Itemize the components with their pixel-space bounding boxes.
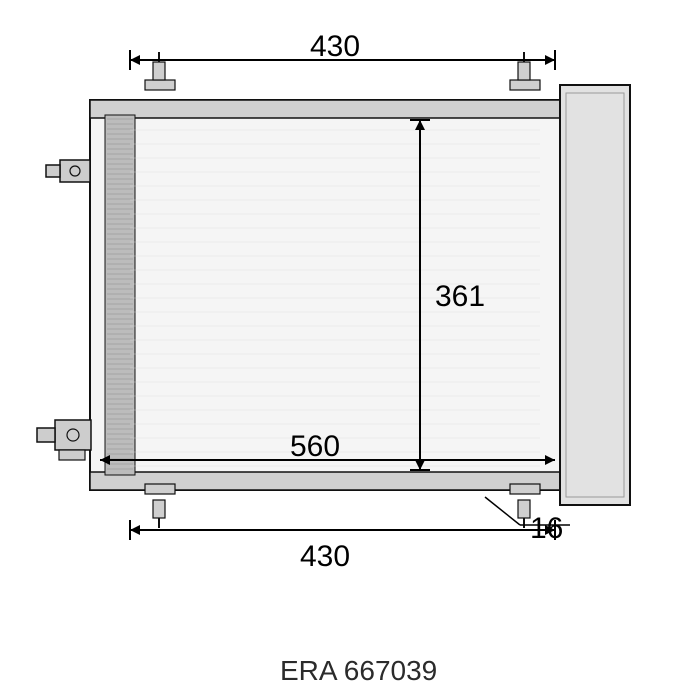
port-lower	[37, 420, 91, 460]
diagram-canvas: ERA® 430 361 560 430 16 ERA 667039	[0, 0, 700, 700]
mount-pin	[145, 52, 175, 90]
dim-inner-width: 560	[290, 430, 340, 464]
mount-pin	[145, 484, 175, 528]
dim-thickness: 16	[530, 512, 563, 546]
product-caption: ERA 667039	[280, 655, 437, 687]
dim-bottom-width: 430	[300, 540, 350, 574]
port	[46, 160, 90, 182]
dim-height: 361	[435, 280, 485, 314]
mount-pin	[510, 52, 540, 90]
dim-top-width: 430	[310, 30, 360, 64]
